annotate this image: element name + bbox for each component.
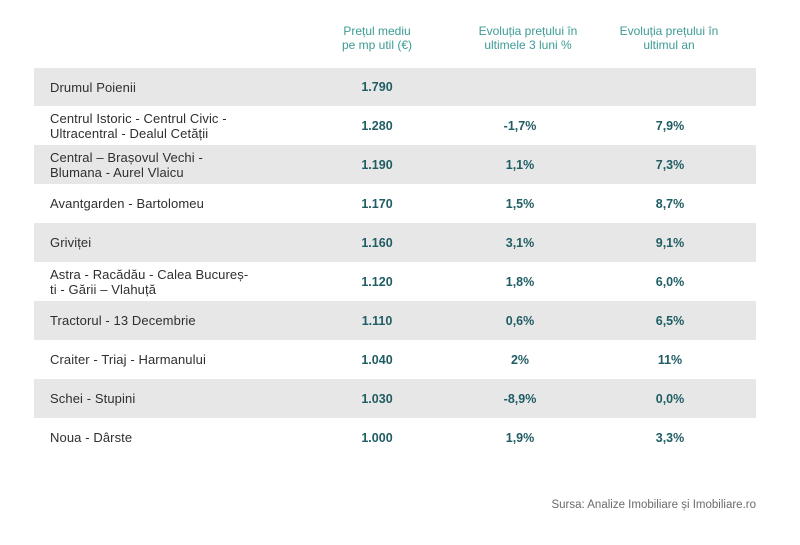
header-three-month-change-line1: Evoluția prețului în [478, 24, 578, 38]
price-value: 1.160 [361, 235, 393, 250]
three-month-change-value: -8,9% [503, 391, 537, 406]
table-row: Griviței 1.160 3,1% 9,1% [34, 223, 756, 262]
neighborhood-name: Craiter - Triaj - Harmanului [50, 340, 300, 379]
yearly-change-value: 3,3% [655, 430, 685, 445]
table-row: Schei - Stupini 1.030 -8,9% 0,0% [34, 379, 756, 418]
neighborhood-name-line1: Schei - Stupini [50, 391, 136, 406]
table-row: Astra - Racădău - Calea Bucureș-ti - Găr… [34, 262, 756, 301]
neighborhood-name: Centrul Istoric - Centrul Civic - Ultrace… [50, 106, 300, 145]
price-value: 1.000 [361, 430, 393, 445]
neighborhood-name: Avantgarden - Bartolomeu [50, 184, 300, 223]
yearly-change-value: 11% [657, 352, 683, 367]
header-average-price: Prețul mediu pe mp util (€) [312, 24, 442, 52]
yearly-change-value: 8,7% [655, 196, 685, 211]
table-row: Central – Brașovul Vechi - Blumana - Aure… [34, 145, 756, 184]
neighborhood-name-line1: Noua - Dârste [50, 430, 133, 445]
three-month-change-value: 2% [510, 352, 530, 367]
table-row: Tractorul - 13 Decembrie 1.110 0,6% 6,5% [34, 301, 756, 340]
price-table: Drumul Poienii 1.790 Centrul Istoric - Cen… [34, 68, 756, 457]
neighborhood-name-line1: Astra - Racădău - Calea Bucureș- [50, 266, 249, 282]
neighborhood-name-line1: Centrul Istoric - Centrul Civic - [50, 110, 227, 126]
price-value: 1.120 [361, 274, 393, 289]
neighborhood-name: Schei - Stupini [50, 379, 300, 418]
header-average-price-line2: pe mp util (€) [341, 38, 413, 52]
yearly-change-value: 0,0% [655, 391, 685, 406]
yearly-change-value: 7,3% [655, 157, 685, 172]
neighborhood-name-line2: Blumana - Aurel Vlaicu [50, 164, 184, 180]
yearly-change-value [614, 68, 726, 106]
neighborhood-name: Astra - Racădău - Calea Bucureș-ti - Găr… [50, 262, 300, 301]
table-row: Centrul Istoric - Centrul Civic - Ultrace… [34, 106, 756, 145]
table-row: Craiter - Triaj - Harmanului 1.040 2% 11% [34, 340, 756, 379]
neighborhood-name: Drumul Poienii [50, 68, 300, 106]
price-value: 1.030 [361, 391, 393, 406]
three-month-change-value: -1,7% [503, 118, 537, 133]
neighborhood-name-line1: Central – Brașovul Vechi - [50, 149, 203, 165]
header-three-month-change: Evoluția prețului în ultimele 3 luni % [448, 24, 608, 52]
neighborhood-name-line1: Drumul Poienii [50, 79, 136, 95]
neighborhood-name-line1: Griviței [50, 235, 92, 250]
header-three-month-change-line2: ultimele 3 luni % [484, 38, 572, 52]
three-month-change-value [464, 68, 576, 106]
neighborhood-name: Tractorul - 13 Decembrie [50, 301, 300, 340]
neighborhood-name-line2: ti - Gării – Vlahuță [50, 281, 157, 297]
table-row: Noua - Dârste 1.000 1,9% 3,3% [34, 418, 756, 457]
three-month-change-value: 1,1% [505, 157, 535, 172]
three-month-change-value: 3,1% [505, 235, 535, 250]
price-value: 1.170 [361, 196, 393, 211]
yearly-change-value: 9,1% [655, 235, 685, 250]
table-row: Drumul Poienii 1.790 [34, 68, 756, 106]
neighborhood-name-line1: Craiter - Triaj - Harmanului [50, 352, 206, 367]
three-month-change-value: 1,8% [505, 274, 535, 289]
table-row: Avantgarden - Bartolomeu 1.170 1,5% 8,7% [34, 184, 756, 223]
table-header: Prețul mediu pe mp util (€) Evoluția pre… [34, 24, 756, 64]
neighborhood-name-line2: Ultracentral - Dealul Cetății [50, 125, 209, 141]
three-month-change-value: 1,5% [505, 196, 535, 211]
yearly-change-value: 6,5% [655, 313, 685, 328]
yearly-change-value: 7,9% [655, 118, 685, 133]
three-month-change-value: 1,9% [505, 430, 535, 445]
three-month-change-value: 0,6% [505, 313, 535, 328]
neighborhood-name: Griviței [50, 223, 300, 262]
price-value: 1.110 [361, 313, 393, 328]
header-average-price-line1: Prețul mediu [343, 24, 411, 38]
yearly-change-value: 6,0% [655, 274, 685, 289]
neighborhood-name-line1: Tractorul - 13 Decembrie [50, 313, 196, 328]
neighborhood-name-line1: Avantgarden - Bartolomeu [50, 196, 204, 211]
header-yearly-change-line1: Evoluția prețului în [619, 24, 719, 38]
neighborhood-name: Central – Brașovul Vechi - Blumana - Aure… [50, 145, 300, 184]
price-value: 1.040 [361, 352, 393, 367]
price-value: 1.790 [361, 80, 393, 94]
neighborhood-name: Noua - Dârste [50, 418, 300, 457]
price-value: 1.190 [361, 157, 393, 172]
price-value: 1.280 [361, 118, 393, 133]
header-yearly-change-line2: ultimul an [643, 38, 695, 52]
header-yearly-change: Evoluția prețului în ultimul an [594, 24, 744, 52]
source-note: Sursa: Analize Imobiliare și Imobiliare.… [551, 499, 756, 511]
